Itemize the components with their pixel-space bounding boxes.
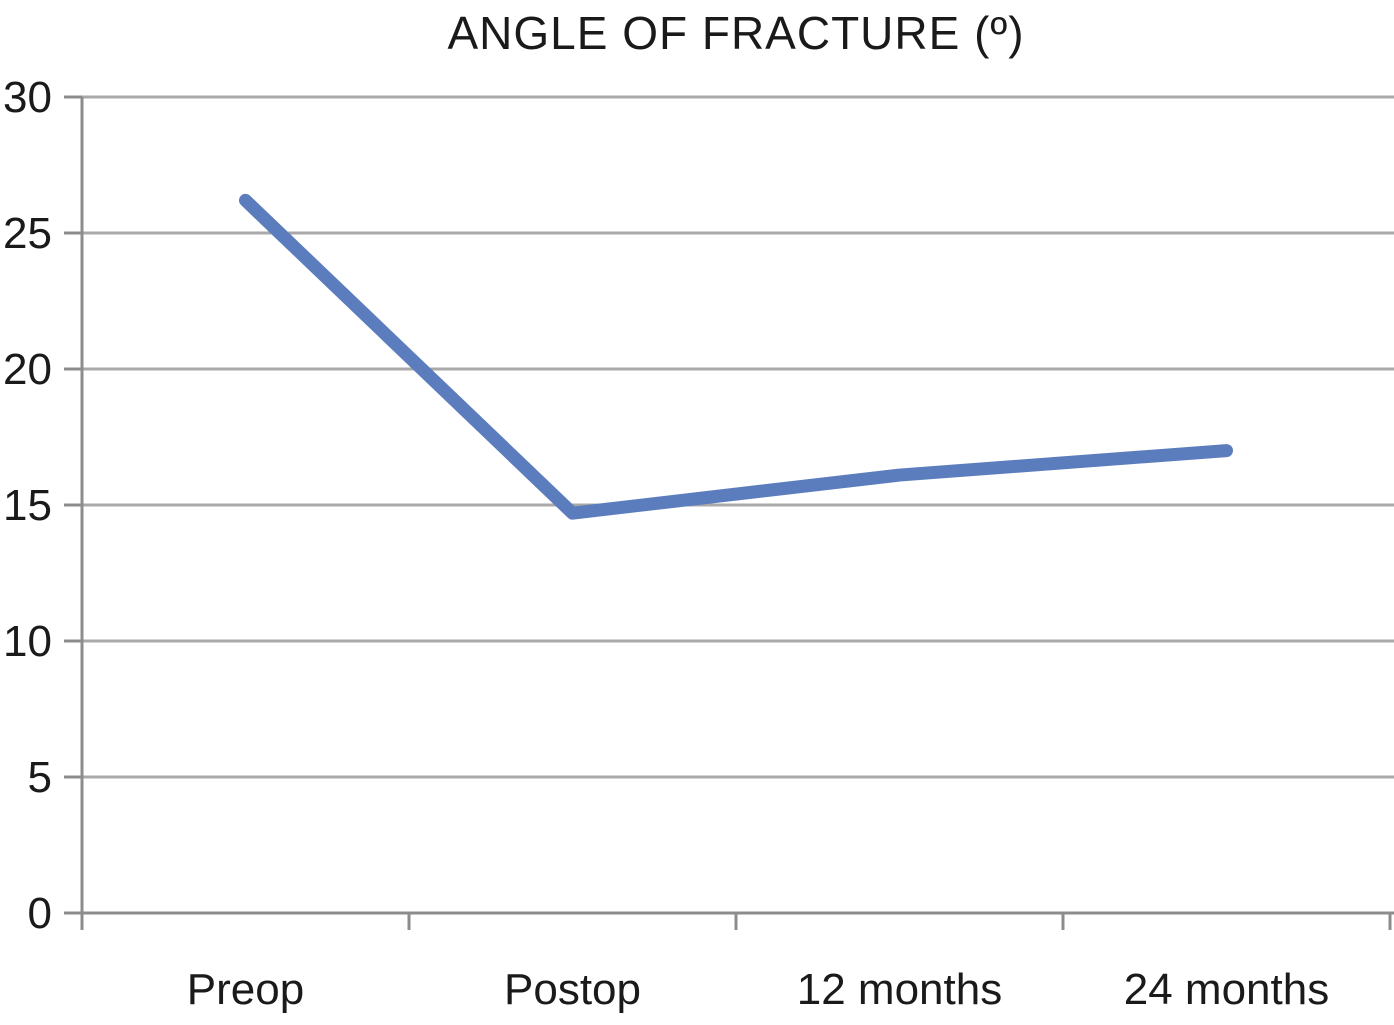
y-tick-label-5: 5 xyxy=(28,753,52,802)
x-tick-label-3: 24 months xyxy=(1124,965,1329,1014)
data-line-angle-of-fracture xyxy=(239,193,1233,520)
y-tick-label-15: 15 xyxy=(3,481,52,530)
y-tick-label-0: 0 xyxy=(28,889,52,938)
x-tick-label-1: Postop xyxy=(504,965,641,1014)
chart-title: ANGLE OF FRACTURE (º) xyxy=(447,7,1025,59)
x-tick-label-0: Preop xyxy=(187,965,304,1014)
y-tick-label-10: 10 xyxy=(3,617,52,666)
y-tick-label-20: 20 xyxy=(3,345,52,394)
x-tick-label-2: 12 months xyxy=(797,965,1002,1014)
y-tick-label-30: 30 xyxy=(3,73,52,122)
y-tick-label-25: 25 xyxy=(3,209,52,258)
